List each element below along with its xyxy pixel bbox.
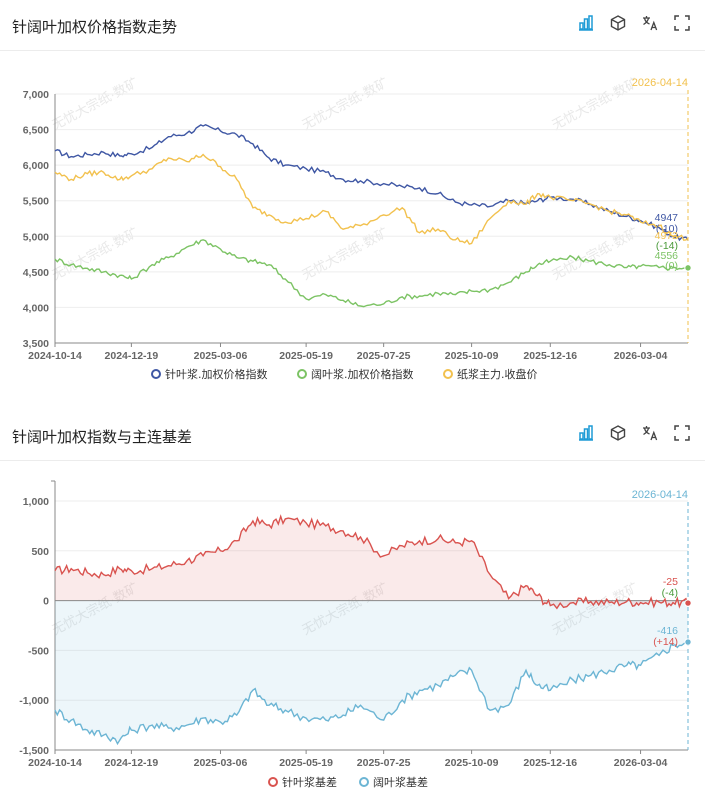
x-tick-label: 2024-12-19 — [105, 350, 159, 362]
panel-title: 针阔叶加权指数与主连基差 — [12, 428, 193, 446]
series-area-2 — [55, 600, 688, 744]
x-tick-label: 2025-12-16 — [523, 350, 577, 362]
end-value-label: -416 — [657, 625, 678, 637]
y-tick-label: 3,500 — [23, 338, 49, 350]
series-line-2 — [54, 641, 689, 746]
end-value-label: 4947 — [655, 212, 679, 224]
basis-chart: 无忧大宗纸·数矿 无忧大宗纸·数矿 无忧大宗纸·数矿-1,500-1,000-500… — [19, 480, 692, 789]
x-tick-label: 2025-10-09 — [445, 350, 499, 362]
toolbox — [577, 14, 691, 32]
end-change-label: (-4) — [662, 587, 678, 599]
watermark-text: 无忧大宗纸·数矿 — [49, 75, 140, 133]
y-tick-label: 5,000 — [23, 231, 49, 243]
end-value-label: 4556 — [655, 250, 679, 262]
legend-item: 阔叶浆基差 — [373, 775, 428, 789]
series-line-1 — [54, 124, 689, 242]
y-tick-label: 7,000 — [23, 89, 49, 101]
watermark-text: 无忧大宗纸·数矿 — [549, 75, 640, 133]
x-tick-label: 2025-03-06 — [194, 757, 248, 769]
x-tick-label: 2025-07-25 — [357, 757, 411, 769]
series-line-3 — [54, 153, 689, 245]
y-tick-label: 500 — [31, 546, 49, 558]
end-value-label: -25 — [663, 576, 678, 588]
legend-marker — [297, 369, 307, 379]
panel-header: 针阔叶加权价格指数走势 — [0, 0, 705, 51]
cursor-date-label: 2026-04-14 — [632, 77, 688, 89]
end-change-label: (-14) — [656, 240, 678, 252]
end-change-label: (+14) — [653, 636, 678, 648]
watermark-text: 无忧大宗纸·数矿 — [49, 225, 140, 283]
x-tick-label: 2026-03-04 — [614, 350, 668, 362]
x-tick-label: 2025-05-19 — [279, 757, 333, 769]
basis-panel: 针阔叶加权指数与主连基差 无忧大宗纸·数矿 无忧大宗纸·数矿 无忧大宗纸·数矿 -1,… — [0, 410, 705, 803]
panel-title: 针阔叶加权价格指数走势 — [12, 18, 178, 36]
legend-marker — [359, 777, 369, 787]
end-point-dot — [684, 264, 692, 272]
end-change-label: (-10) — [656, 223, 678, 235]
legend-marker — [443, 369, 453, 379]
cursor-date-label: 2026-04-14 — [632, 489, 688, 501]
y-tick-label: -1,000 — [19, 695, 49, 707]
y-tick-label: 4,000 — [23, 302, 49, 314]
legend-marker — [268, 777, 278, 787]
watermark-text: 无忧大宗纸·数矿 — [299, 75, 390, 133]
legend-item: 针叶浆基差 — [282, 775, 337, 789]
x-tick-label: 2024-10-14 — [28, 350, 82, 362]
y-tick-label: 6,500 — [23, 125, 49, 137]
cube-icon[interactable] — [609, 14, 627, 32]
price-index-panel: 针阔叶加权价格指数走势 无忧大宗纸·数矿 无忧大宗纸·数矿 无忧大宗纸·数矿 无忧大宗… — [0, 0, 705, 395]
x-tick-label: 2025-12-16 — [523, 757, 577, 769]
series-area-1 — [55, 516, 688, 609]
x-tick-label: 2026-03-04 — [614, 757, 668, 769]
legend-marker — [151, 369, 161, 379]
series-line-1 — [54, 514, 689, 610]
translate-icon[interactable] — [641, 424, 659, 442]
toolbox — [577, 424, 691, 442]
translate-icon[interactable] — [641, 14, 659, 32]
end-point-dot — [684, 599, 692, 607]
watermark-text: 无忧大宗纸·数矿 — [299, 225, 390, 283]
y-tick-label: -500 — [28, 645, 49, 657]
end-point-dot — [684, 638, 692, 646]
watermark-text: 无忧大宗纸·数矿 — [549, 225, 640, 283]
panel-header: 针阔叶加权指数与主连基差 — [0, 410, 705, 461]
legend-item: 针叶浆.加权价格指数 — [165, 367, 268, 381]
y-tick-label: 0 — [43, 596, 49, 608]
end-change-label: (0) — [665, 260, 678, 272]
legend-item: 纸浆主力.收盘价 — [457, 367, 538, 381]
bar-chart-icon[interactable] — [577, 424, 595, 442]
x-tick-label: 2025-05-19 — [279, 350, 333, 362]
bar-chart-icon[interactable] — [577, 14, 595, 32]
x-tick-label: 2025-07-25 — [357, 350, 411, 362]
fullscreen-icon[interactable] — [673, 424, 691, 442]
fullscreen-icon[interactable] — [673, 14, 691, 32]
series-line-2 — [54, 239, 689, 308]
y-tick-label: 4,500 — [23, 267, 49, 279]
x-tick-label: 2025-03-06 — [194, 350, 248, 362]
x-tick-label: 2024-12-19 — [105, 757, 159, 769]
y-tick-label: 6,000 — [23, 160, 49, 172]
x-tick-label: 2025-10-09 — [445, 757, 499, 769]
legend-item: 阔叶浆.加权价格指数 — [311, 367, 414, 381]
y-tick-label: -1,500 — [19, 745, 49, 757]
y-tick-label: 1,000 — [23, 496, 49, 508]
y-tick-label: 5,500 — [23, 196, 49, 208]
x-tick-label: 2024-10-14 — [28, 757, 82, 769]
end-value-label: 4972 — [655, 230, 679, 242]
cube-icon[interactable] — [609, 424, 627, 442]
